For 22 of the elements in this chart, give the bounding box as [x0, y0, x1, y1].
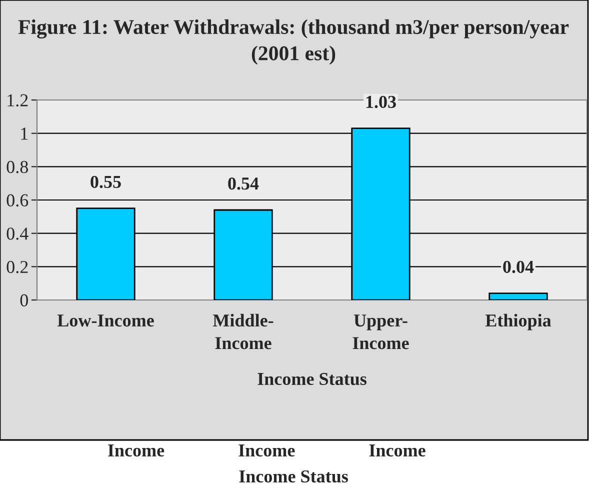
text: Income	[108, 444, 164, 457]
y-tick-label: 0	[20, 294, 28, 306]
text: Income	[238, 444, 295, 457]
x-axis-title: Income Status	[258, 372, 366, 386]
chart-title: Figure 11: Water Withdrawals: (thousand m3/per person/year (2001 est)	[18, 19, 569, 65]
y-tick-label: 0.4	[6, 228, 28, 240]
data-label: 0.54	[228, 177, 259, 190]
y-tick-label: 0.6	[6, 194, 28, 207]
text: Income Status	[239, 470, 348, 483]
x-tick-label: Upper- Income	[352, 314, 409, 350]
bar	[488, 292, 548, 300]
x-tick-label: Low-Income	[57, 314, 154, 327]
y-tick-label: 0.2	[6, 260, 28, 274]
y-tick-label: 0.8	[6, 160, 28, 174]
data-label: 0.04	[503, 260, 534, 274]
data-label: 1.03	[366, 96, 396, 108]
data-label: 0.55	[90, 176, 121, 188]
text: Income	[369, 444, 426, 457]
y-tick-label: 1	[21, 128, 28, 140]
y-tick-label: 1.2	[8, 94, 28, 107]
x-tick-label: Middle- Income	[212, 314, 274, 350]
x-tick-label: Ethiopia	[485, 314, 552, 330]
